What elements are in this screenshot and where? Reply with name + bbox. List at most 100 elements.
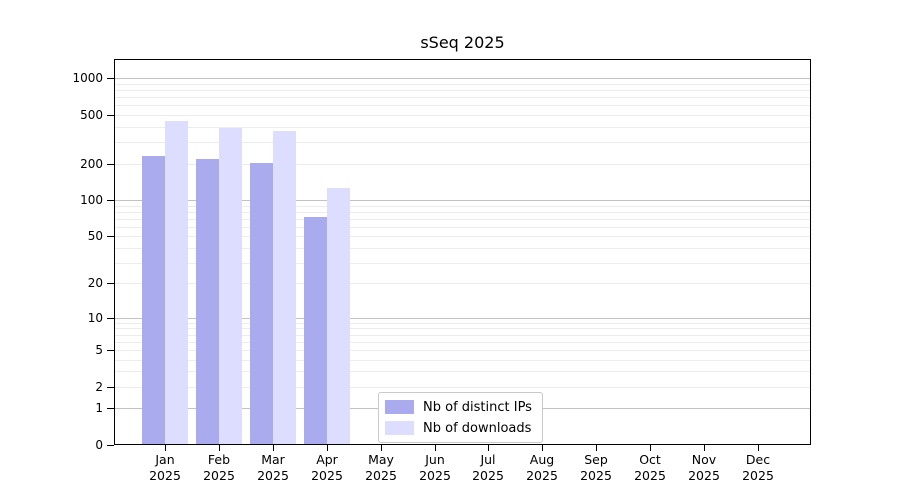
y-axis-tick-label: 5 — [95, 343, 103, 357]
x-axis-label-year: 2025 — [580, 468, 612, 483]
x-axis-label-month: May — [368, 452, 394, 467]
y-axis-tick-label: 1 — [95, 401, 103, 415]
major-gridline — [115, 200, 810, 201]
legend-item-distinct-ips: Nb of distinct IPs — [385, 398, 532, 416]
minor-gridline — [115, 323, 810, 324]
minor-gridline — [115, 371, 810, 372]
legend-label-distinct-ips: Nb of distinct IPs — [423, 399, 532, 415]
x-axis-tick — [273, 445, 274, 451]
chart-title: sSeq 2025 — [420, 33, 505, 52]
y-axis-tick-label: 0 — [95, 438, 103, 452]
x-axis-label-year: 2025 — [365, 468, 397, 483]
x-axis-label-month: Jan — [155, 452, 175, 467]
x-axis-label-year: 2025 — [257, 468, 289, 483]
minor-gridline — [115, 127, 810, 128]
bar-nb-of-downloads-mar — [273, 131, 296, 444]
y-axis-tick — [107, 408, 114, 409]
minor-gridline — [115, 335, 810, 336]
minor-gridline — [115, 105, 810, 106]
x-axis-label-year: 2025 — [311, 468, 343, 483]
x-axis-label-month: Apr — [316, 452, 338, 467]
bar-nb-of-downloads-apr — [327, 188, 350, 444]
minor-gridline — [115, 263, 810, 264]
y-axis-tick — [107, 236, 114, 237]
y-axis-tick-label: 2 — [95, 380, 103, 394]
y-axis-tick-label: 500 — [80, 108, 103, 122]
x-axis-label-month: Dec — [745, 452, 771, 467]
x-axis-label-month: Jun — [425, 452, 445, 467]
minor-gridline — [115, 206, 810, 207]
minor-gridline — [115, 164, 810, 165]
minor-gridline — [115, 248, 810, 249]
x-axis-label-month: Jul — [480, 452, 496, 467]
legend-swatch-downloads — [385, 421, 414, 435]
minor-gridline — [115, 283, 810, 284]
minor-gridline — [115, 387, 810, 388]
minor-gridline — [115, 142, 810, 143]
x-axis-tick — [488, 445, 489, 451]
y-axis-tick-label: 10 — [87, 311, 103, 325]
bar-nb-of-downloads-feb — [219, 128, 242, 444]
x-axis-label-year: 2025 — [472, 468, 504, 483]
bar-nb-of-downloads-jan — [165, 121, 188, 444]
x-axis-label-month: Feb — [207, 452, 231, 467]
major-gridline — [115, 318, 810, 319]
x-axis-label-month: Aug — [529, 452, 555, 467]
x-axis-tick — [596, 445, 597, 451]
minor-gridline — [115, 328, 810, 329]
x-axis-tick — [758, 445, 759, 451]
x-axis-label-year: 2025 — [526, 468, 558, 483]
minor-gridline — [115, 227, 810, 228]
x-axis-tick — [165, 445, 166, 451]
x-axis-tick — [381, 445, 382, 451]
minor-gridline — [115, 115, 810, 116]
x-axis-label-year: 2025 — [688, 468, 720, 483]
y-axis-tick-label: 50 — [87, 229, 103, 243]
x-axis-label-year: 2025 — [634, 468, 666, 483]
minor-gridline — [115, 236, 810, 237]
y-axis-tick — [107, 350, 114, 351]
legend-swatch-distinct-ips — [385, 400, 414, 414]
y-axis-tick — [107, 78, 114, 79]
x-axis-label-year: 2025 — [203, 468, 235, 483]
y-axis-tick-label: 1000 — [72, 71, 103, 85]
y-axis-tick — [107, 318, 114, 319]
y-axis-tick-label: 200 — [80, 157, 103, 171]
minor-gridline — [115, 84, 810, 85]
x-axis-label-year: 2025 — [149, 468, 181, 483]
y-axis-tick — [107, 387, 114, 388]
y-axis-tick — [107, 283, 114, 284]
y-axis-tick-label: 20 — [87, 276, 103, 290]
x-axis-label-month: Sep — [584, 452, 608, 467]
x-axis-tick — [650, 445, 651, 451]
legend-item-downloads: Nb of downloads — [385, 419, 532, 437]
y-axis-tick — [107, 445, 114, 446]
x-axis-label-year: 2025 — [419, 468, 451, 483]
x-axis-label-month: Oct — [639, 452, 661, 467]
bar-nb-of-distinct-ips-jan — [142, 156, 165, 444]
x-axis-tick — [704, 445, 705, 451]
bar-nb-of-distinct-ips-feb — [196, 159, 219, 444]
bar-nb-of-distinct-ips-mar — [250, 163, 273, 444]
x-axis-tick — [435, 445, 436, 451]
minor-gridline — [115, 97, 810, 98]
minor-gridline — [115, 90, 810, 91]
y-axis-tick — [107, 115, 114, 116]
bar-nb-of-distinct-ips-apr — [304, 217, 327, 444]
minor-gridline — [115, 219, 810, 220]
x-axis-label-month: Mar — [261, 452, 285, 467]
minor-gridline — [115, 212, 810, 213]
minor-gridline — [115, 360, 810, 361]
y-axis-tick-label: 100 — [80, 193, 103, 207]
y-axis-tick — [107, 164, 114, 165]
x-axis-tick — [542, 445, 543, 451]
legend: Nb of distinct IPs Nb of downloads — [378, 392, 543, 443]
x-axis-label-month: Nov — [691, 452, 717, 467]
minor-gridline — [115, 350, 810, 351]
y-axis-tick — [107, 200, 114, 201]
major-gridline — [115, 78, 810, 79]
minor-gridline — [115, 342, 810, 343]
x-axis-label-year: 2025 — [742, 468, 774, 483]
legend-label-downloads: Nb of downloads — [423, 420, 532, 436]
